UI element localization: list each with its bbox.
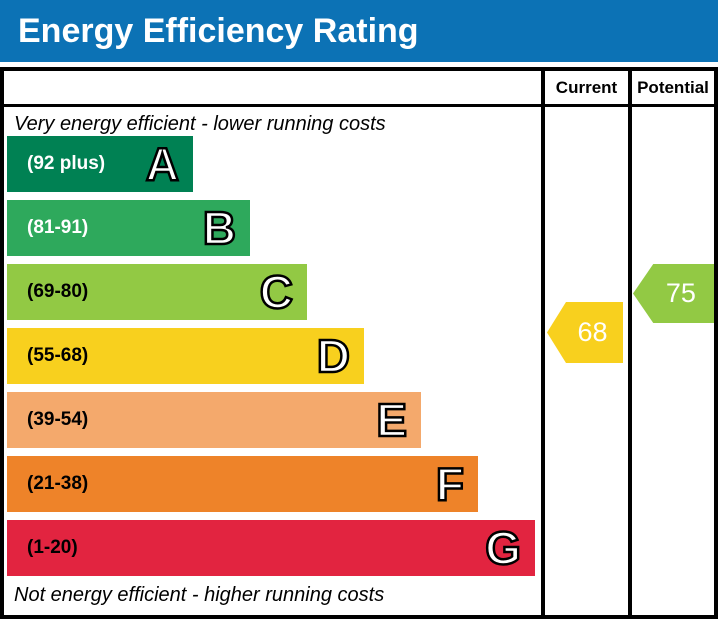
potential-rating-value: 75 (665, 278, 696, 308)
band-bar-g: (1-20) G (7, 520, 535, 576)
header-spacer (4, 71, 541, 107)
band-range-label-g: (1-20) (27, 537, 78, 558)
band-bar-d: (55-68) D (7, 328, 364, 384)
band-bar-b: (81-91) B (7, 200, 250, 256)
bands-column: Very energy efficient - lower running co… (4, 107, 541, 615)
current-rating-arrow: 68 (547, 302, 623, 363)
band-letter-d: D (316, 330, 352, 382)
current-column-header: Current (541, 71, 628, 107)
band-range-label-d: (55-68) (27, 345, 89, 366)
band-range-label-f: (21-38) (27, 473, 89, 494)
band-bar-f: (21-38) F (7, 456, 478, 512)
band-range-label-e: (39-54) (27, 409, 89, 430)
bands-list: (92 plus) A (81-91) B (69-80) C (4, 136, 541, 576)
top-note: Very energy efficient - lower running co… (14, 113, 386, 135)
band-row-c: (69-80) C (7, 264, 541, 320)
current-rating-value: 68 (577, 317, 608, 347)
band-row-f: (21-38) F (7, 456, 541, 512)
potential-rating-arrow: 75 (633, 264, 714, 323)
band-bar-e: (39-54) E (7, 392, 421, 448)
band-row-e: (39-54) E (7, 392, 541, 448)
band-letter-e: E (375, 394, 408, 446)
bottom-note: Not energy efficient - higher running co… (14, 584, 385, 606)
current-column: 68 (541, 107, 628, 615)
band-row-g: (1-20) G (7, 520, 541, 576)
band-letter-a: A (145, 138, 181, 190)
band-bar-c: (69-80) C (7, 264, 307, 320)
current-header-label: Current (555, 77, 618, 97)
potential-header-label: Potential (637, 77, 709, 97)
rating-table: Current Potential Very energy efficient … (0, 67, 718, 619)
band-range-label-c: (69-80) (27, 281, 89, 302)
page-title: Energy Efficiency Rating (18, 11, 419, 50)
band-letter-c: C (259, 266, 295, 318)
band-range-label-b: (81-91) (27, 217, 89, 238)
band-row-b: (81-91) B (7, 200, 541, 256)
band-row-a: (92 plus) A (7, 136, 541, 192)
title-bar: Energy Efficiency Rating (0, 0, 718, 62)
band-bar-a: (92 plus) A (7, 136, 193, 192)
potential-column: 75 (628, 107, 714, 615)
band-letter-f: F (435, 458, 466, 510)
band-letter-b: B (202, 202, 238, 254)
band-letter-g: G (484, 522, 522, 574)
potential-column-header: Potential (628, 71, 714, 107)
band-row-d: (55-68) D (7, 328, 541, 384)
band-range-label-a: (92 plus) (27, 153, 106, 174)
